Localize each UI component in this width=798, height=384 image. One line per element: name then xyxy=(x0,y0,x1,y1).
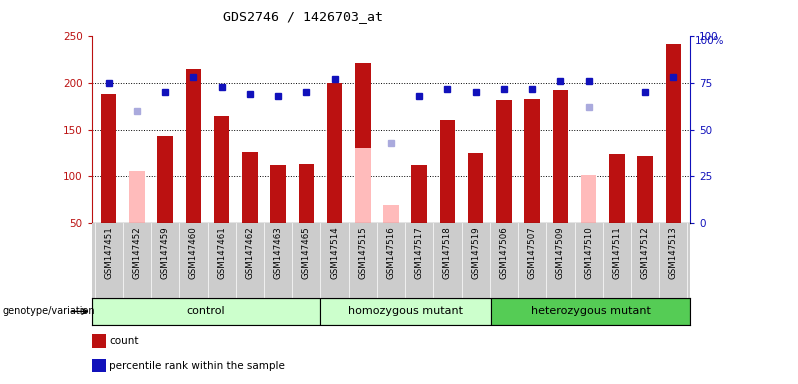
Text: GSM147510: GSM147510 xyxy=(584,227,593,279)
Bar xyxy=(638,156,653,223)
Bar xyxy=(468,153,484,223)
Text: GSM147506: GSM147506 xyxy=(500,227,508,279)
Bar xyxy=(383,205,399,223)
Text: GSM147462: GSM147462 xyxy=(245,227,255,279)
Text: percentile rank within the sample: percentile rank within the sample xyxy=(109,361,285,371)
Text: heterozygous mutant: heterozygous mutant xyxy=(531,306,650,316)
Bar xyxy=(327,83,342,223)
Bar xyxy=(666,44,681,223)
Bar xyxy=(186,69,201,223)
Text: genotype/variation: genotype/variation xyxy=(2,306,95,316)
Text: GSM147519: GSM147519 xyxy=(471,227,480,279)
Text: GSM147459: GSM147459 xyxy=(160,227,170,279)
Text: GSM147516: GSM147516 xyxy=(386,227,396,279)
Text: GSM147518: GSM147518 xyxy=(443,227,452,279)
Bar xyxy=(101,94,117,223)
Bar xyxy=(320,298,491,325)
Bar xyxy=(92,298,320,325)
Bar xyxy=(242,152,258,223)
Text: GSM147513: GSM147513 xyxy=(669,227,678,279)
Text: GSM147465: GSM147465 xyxy=(302,227,311,279)
Bar xyxy=(440,120,455,223)
Bar xyxy=(271,165,286,223)
Bar xyxy=(581,175,596,223)
Text: GSM147451: GSM147451 xyxy=(105,227,113,279)
Bar xyxy=(496,100,512,223)
Text: count: count xyxy=(109,336,139,346)
Bar xyxy=(609,154,625,223)
Bar xyxy=(491,298,690,325)
Bar xyxy=(355,148,370,223)
Text: control: control xyxy=(187,306,225,316)
Text: homozygous mutant: homozygous mutant xyxy=(348,306,463,316)
Text: GDS2746 / 1426703_at: GDS2746 / 1426703_at xyxy=(223,10,384,23)
Text: GSM147463: GSM147463 xyxy=(274,227,282,279)
Text: GSM147452: GSM147452 xyxy=(132,227,141,279)
Text: GSM147507: GSM147507 xyxy=(527,227,537,279)
Bar xyxy=(355,63,370,223)
Bar xyxy=(412,165,427,223)
Bar xyxy=(214,116,229,223)
Bar xyxy=(157,136,173,223)
Text: GSM147509: GSM147509 xyxy=(556,227,565,279)
Bar xyxy=(524,99,540,223)
Bar xyxy=(129,170,144,223)
Text: 100%: 100% xyxy=(694,36,724,46)
Text: GSM147460: GSM147460 xyxy=(189,227,198,279)
Bar xyxy=(553,89,568,223)
Text: GSM147515: GSM147515 xyxy=(358,227,367,279)
Bar xyxy=(298,164,314,223)
Text: GSM147517: GSM147517 xyxy=(415,227,424,279)
Text: GSM147514: GSM147514 xyxy=(330,227,339,279)
Text: GSM147511: GSM147511 xyxy=(612,227,622,279)
Text: GSM147461: GSM147461 xyxy=(217,227,226,279)
Text: GSM147512: GSM147512 xyxy=(641,227,650,279)
